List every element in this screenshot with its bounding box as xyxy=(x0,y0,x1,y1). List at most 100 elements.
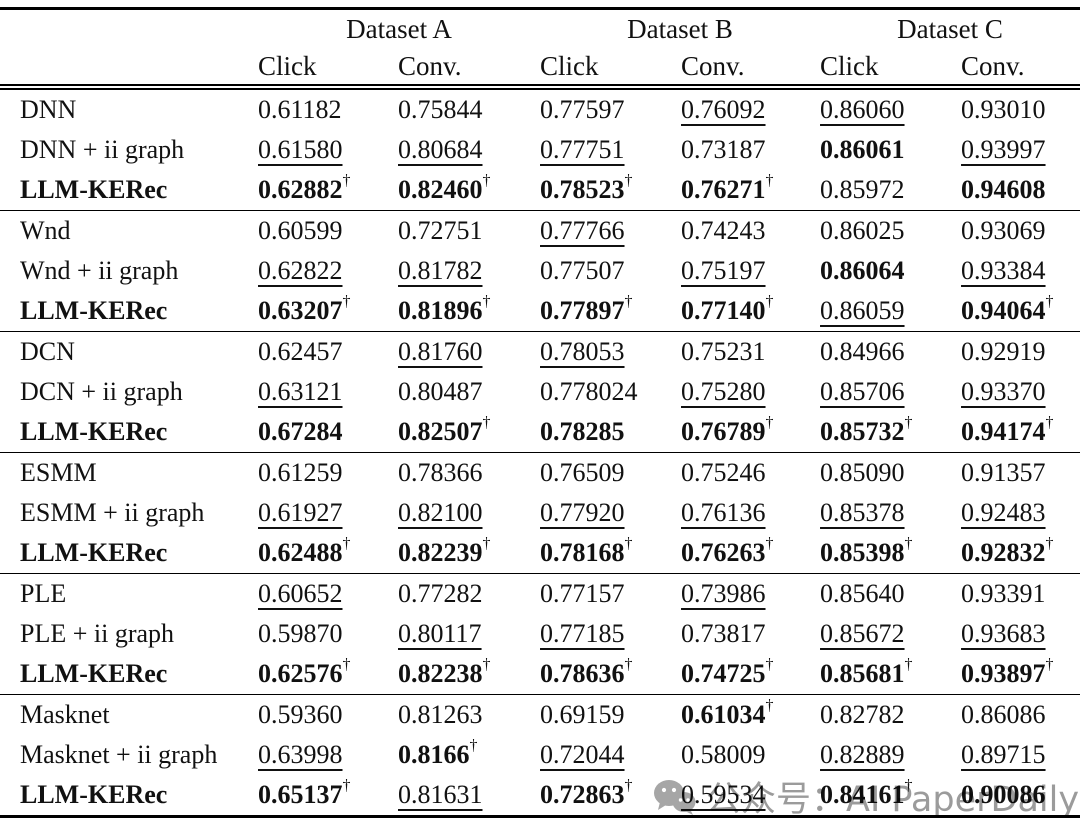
metric-value-cell: 0.73817 xyxy=(681,614,820,654)
metric-value: 0.81760 xyxy=(398,337,483,366)
table-row: LLM-KERec 0.63207† 0.81896† 0.77897† 0.77140… xyxy=(0,291,1080,332)
metric-value: 0.85681 xyxy=(820,659,905,688)
table-row: LLM-KERec 0.62488† 0.82239† 0.78168† 0.76263… xyxy=(0,533,1080,574)
metric-value: 0.93384 xyxy=(961,256,1046,285)
metric-value: 0.62576 xyxy=(258,659,343,688)
metric-value: 0.82238 xyxy=(398,659,483,688)
metric-value-cell: 0.80117 xyxy=(398,614,540,654)
metric-value: 0.85732 xyxy=(820,417,905,446)
metric-value: 0.75280 xyxy=(681,377,766,406)
model-group: ESMM 0.61259 0.78366 0.76509 0.75246 0.85090 0… xyxy=(0,452,1080,574)
metric-value: 0.85706 xyxy=(820,377,905,406)
metric-value: 0.63998 xyxy=(258,740,343,769)
metric-value: 0.72044 xyxy=(540,740,625,769)
dagger-mark: † xyxy=(765,535,774,553)
metric-value: 0.82239 xyxy=(398,538,483,567)
metric-value: 0.76509 xyxy=(540,458,625,487)
metric-value-cell: 0.63998 xyxy=(258,735,398,775)
metric-value-cell: 0.81782 xyxy=(398,251,540,291)
metric-value: 0.80117 xyxy=(398,619,482,648)
model-label: LLM-KERec xyxy=(20,175,168,204)
metric-value: 0.80487 xyxy=(398,377,483,406)
metric-value: 0.74243 xyxy=(681,216,766,245)
metric-value-cell: 0.76509 xyxy=(540,453,681,494)
metric-value-cell: 0.85090 xyxy=(820,453,961,494)
metric-value-cell: 0.62882† xyxy=(258,170,398,211)
dagger-mark: † xyxy=(765,697,774,715)
paper-results-table-page: Dataset A Dataset B Dataset C Click Conv… xyxy=(0,7,1080,837)
metric-value-cell: 0.778024 xyxy=(540,372,681,412)
metric-value-cell: 0.93997 xyxy=(961,130,1080,170)
model-label: PLE xyxy=(20,579,67,608)
metric-value: 0.85972 xyxy=(820,175,905,204)
table-row: Masknet + ii graph 0.63998 0.8166† 0.72044 0… xyxy=(0,735,1080,775)
model-label: ESMM + ii graph xyxy=(20,498,205,527)
metric-value-cell: 0.84966 xyxy=(820,332,961,373)
table-row: DNN + ii graph 0.61580 0.80684 0.77751 0.731… xyxy=(0,130,1080,170)
metric-value-cell: 0.74725† xyxy=(681,654,820,695)
metric-value: 0.75844 xyxy=(398,95,483,124)
metric-header-click-a: Click xyxy=(258,50,317,81)
model-label: DNN xyxy=(20,95,77,124)
metric-value-cell: 0.85732† xyxy=(820,412,961,453)
metric-value-cell: 0.81263 xyxy=(398,695,540,736)
metric-value-cell: 0.77766 xyxy=(540,211,681,252)
dagger-mark: † xyxy=(765,414,774,432)
metric-value-cell: 0.80487 xyxy=(398,372,540,412)
metric-value: 0.61580 xyxy=(258,135,343,164)
metric-value: 0.82460 xyxy=(398,175,483,204)
dagger-mark: † xyxy=(765,656,774,674)
metric-value: 0.82100 xyxy=(398,498,483,527)
metric-value-cell: 0.86060 xyxy=(820,87,961,130)
table-row: DNN 0.61182 0.75844 0.77597 0.76092 0.86060 0.… xyxy=(0,87,1080,130)
dagger-mark: † xyxy=(624,777,633,795)
metric-value-cell: 0.77185 xyxy=(540,614,681,654)
metric-value: 0.78636 xyxy=(540,659,625,688)
metric-header-click-b: Click xyxy=(540,50,599,81)
metric-value: 0.91357 xyxy=(961,458,1046,487)
model-label: LLM-KERec xyxy=(20,538,168,567)
metric-header-click-c: Click xyxy=(820,50,879,81)
metric-value-cell: 0.73187 xyxy=(681,130,820,170)
metric-value-cell: 0.82460† xyxy=(398,170,540,211)
metric-value-cell: 0.89715 xyxy=(961,735,1080,775)
metric-value: 0.61259 xyxy=(258,458,343,487)
metric-value: 0.65137 xyxy=(258,780,343,809)
dagger-mark: † xyxy=(904,656,913,674)
metric-value-cell: 0.77897† xyxy=(540,291,681,332)
metric-value-cell: 0.93391 xyxy=(961,574,1080,615)
metric-value: 0.76092 xyxy=(681,95,766,124)
metric-value-cell: 0.82889 xyxy=(820,735,961,775)
metric-value-cell: 0.76092 xyxy=(681,87,820,130)
model-group: Wnd 0.60599 0.72751 0.77766 0.74243 0.86025 0.… xyxy=(0,210,1080,332)
metric-value-cell: 0.78053 xyxy=(540,332,681,373)
metric-value: 0.73817 xyxy=(681,619,766,648)
metric-value-cell: 0.61580 xyxy=(258,130,398,170)
table-row: Wnd 0.60599 0.72751 0.77766 0.74243 0.86025 0.… xyxy=(0,211,1080,252)
metric-value-cell: 0.62488† xyxy=(258,533,398,574)
metric-value: 0.77185 xyxy=(540,619,625,648)
metric-value-cell: 0.78168† xyxy=(540,533,681,574)
metric-value: 0.81263 xyxy=(398,700,483,729)
model-label: PLE + ii graph xyxy=(20,619,175,648)
metric-value-cell: 0.76271† xyxy=(681,170,820,211)
table-row: ESMM + ii graph 0.61927 0.82100 0.77920 0.76… xyxy=(0,493,1080,533)
metric-value-cell: 0.82238† xyxy=(398,654,540,695)
metric-value: 0.94608 xyxy=(961,175,1046,204)
dagger-mark: † xyxy=(904,777,913,795)
dataset-b-header: Dataset B xyxy=(627,13,733,44)
metric-value-cell: 0.63207† xyxy=(258,291,398,332)
metric-value: 0.72751 xyxy=(398,216,483,245)
metric-value-cell: 0.84161† xyxy=(820,775,961,817)
metric-value: 0.86061 xyxy=(820,135,905,164)
metric-value-cell: 0.61927 xyxy=(258,493,398,533)
metric-value: 0.92483 xyxy=(961,498,1046,527)
table-row: LLM-KERec 0.62882† 0.82460† 0.78523† 0.76271… xyxy=(0,170,1080,211)
metric-value: 0.82507 xyxy=(398,417,483,446)
metric-value: 0.85640 xyxy=(820,579,905,608)
dagger-mark: † xyxy=(765,293,774,311)
metric-value: 0.77282 xyxy=(398,579,483,608)
metric-value-cell: 0.75280 xyxy=(681,372,820,412)
metric-value: 0.93370 xyxy=(961,377,1046,406)
metric-value-cell: 0.72863† xyxy=(540,775,681,817)
